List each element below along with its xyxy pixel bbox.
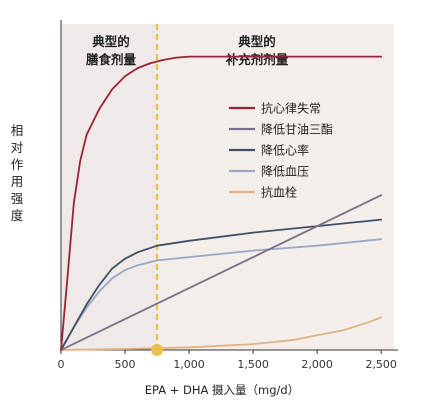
legend-label-4: 抗血栓	[261, 185, 297, 200]
series-line-4	[60, 316, 383, 351]
x-tick-label-1: 500	[115, 358, 136, 371]
legend-label-0: 抗心律失常	[261, 101, 321, 116]
legend-label-3: 降低血压	[261, 165, 309, 179]
legend-label-2: 降低心率	[261, 143, 309, 158]
dose-marker-point	[151, 344, 164, 356]
series-line-0	[60, 55, 383, 351]
x-tick-label-3: 1,500	[237, 358, 269, 371]
y-axis-label-char-4: 强	[10, 191, 24, 206]
zone-label-1-line2: 补充剂剂量	[225, 52, 289, 67]
x-tick-label-5: 2,500	[365, 358, 397, 371]
zone-label-0-line1: 典型的	[92, 34, 130, 49]
y-axis-label-char-0: 相	[10, 123, 24, 138]
zone-label-1-line1: 典型的	[238, 34, 276, 49]
y-axis-label-char-3: 用	[10, 174, 24, 189]
x-tick-label-4: 2,000	[301, 358, 333, 371]
series-layer	[60, 55, 383, 356]
series-line-3	[60, 238, 383, 351]
axes-layer: 0 500 1,000 1,500 2,000 2,500	[58, 20, 398, 371]
x-tick-label-0: 0	[58, 358, 65, 371]
zone-background-1	[157, 24, 394, 350]
y-axis-label-char-5: 度	[10, 208, 24, 223]
y-axis-label-char-1: 对	[10, 140, 24, 155]
series-line-1	[60, 194, 383, 351]
zone-label-0-line2: 膳食剂量	[86, 52, 137, 67]
x-tick-label-2: 1,000	[173, 358, 205, 371]
x-axis-label: EPA + DHA 摄入量（mg/d）	[145, 383, 299, 397]
series-line-2	[60, 218, 383, 351]
legend-label-1: 降低甘油三酯	[261, 123, 333, 137]
y-axis-label-char-2: 作	[10, 157, 24, 172]
